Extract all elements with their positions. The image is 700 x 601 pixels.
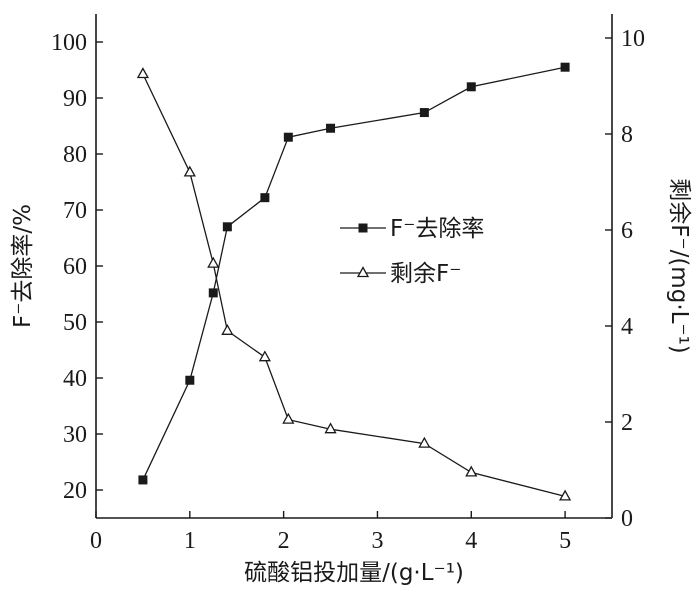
y-left-tick-label: 40 bbox=[63, 366, 87, 392]
y-left-tick-label: 80 bbox=[63, 142, 87, 168]
data-point-triangle bbox=[207, 256, 220, 268]
data-point-square bbox=[260, 193, 270, 203]
y-right-tick-label: 10 bbox=[621, 26, 645, 52]
data-point-triangle bbox=[221, 323, 234, 335]
data-point-triangle bbox=[258, 350, 271, 362]
data-point-square bbox=[208, 288, 218, 298]
y-left-tick-label: 90 bbox=[63, 86, 87, 112]
data-point-triangle bbox=[183, 165, 196, 177]
y-right-tick-label: 8 bbox=[621, 122, 633, 148]
y-left-tick-label: 60 bbox=[63, 254, 87, 280]
series-residual-f bbox=[136, 67, 572, 501]
data-point-square bbox=[185, 375, 195, 385]
data-point-triangle bbox=[282, 412, 295, 424]
x-tick-label: 4 bbox=[465, 528, 477, 554]
y-left-tick-label: 30 bbox=[63, 422, 87, 448]
data-point-triangle bbox=[418, 436, 431, 448]
x-tick-label: 1 bbox=[184, 528, 196, 554]
x-tick-label: 2 bbox=[278, 528, 290, 554]
legend: F⁻去除率 剩余F⁻ bbox=[340, 216, 484, 287]
data-point-square bbox=[138, 475, 148, 485]
y-right-tick-label: 2 bbox=[621, 410, 633, 436]
axes bbox=[95, 14, 613, 519]
series-line bbox=[142, 73, 566, 498]
ticks: 0 1 2 3 4 5 20 30 40 50 60 70 80 90 100 0 2 4 6 8 10 bbox=[51, 26, 645, 554]
data-point-triangle bbox=[324, 422, 337, 434]
data-point-square bbox=[222, 222, 232, 232]
data-point-square bbox=[560, 62, 570, 72]
data-point-square bbox=[466, 82, 476, 92]
data-point-square bbox=[326, 123, 336, 133]
y-axis-left-title: F⁻去除率/% bbox=[10, 204, 36, 328]
x-tick-label: 5 bbox=[559, 528, 571, 554]
x-tick-label: 0 bbox=[90, 528, 102, 554]
y-left-tick-label: 100 bbox=[51, 30, 87, 56]
data-point-square bbox=[283, 132, 293, 142]
x-tick-label: 3 bbox=[371, 528, 383, 554]
data-point-square bbox=[419, 108, 429, 118]
y-right-tick-label: 6 bbox=[621, 218, 633, 244]
y-right-tick-label: 4 bbox=[621, 314, 633, 340]
legend-marker-filled-square bbox=[358, 223, 368, 233]
y-right-tick-label: 0 bbox=[621, 506, 633, 532]
y-axis-right-title: 剩余F⁻/(mg·L⁻¹) bbox=[666, 178, 692, 354]
data-point-triangle bbox=[558, 489, 572, 501]
legend-label-removal-rate: F⁻去除率 bbox=[390, 216, 484, 242]
y-left-tick-label: 50 bbox=[63, 310, 87, 336]
x-axis-title: 硫酸铝投加量/(g·L⁻¹) bbox=[244, 560, 464, 586]
data-point-triangle bbox=[465, 465, 478, 477]
series-line bbox=[142, 66, 566, 481]
y-left-tick-label: 70 bbox=[63, 198, 87, 224]
legend-item-removal-rate: F⁻去除率 bbox=[340, 216, 484, 242]
data-point-triangle bbox=[136, 67, 150, 79]
series-layer bbox=[136, 62, 572, 501]
y-left-tick-label: 20 bbox=[63, 478, 87, 504]
series-removal-rate bbox=[138, 62, 570, 485]
legend-marker-open-triangle bbox=[356, 266, 370, 278]
legend-label-residual-f: 剩余F⁻ bbox=[390, 261, 461, 287]
legend-item-residual-f: 剩余F⁻ bbox=[340, 261, 461, 287]
